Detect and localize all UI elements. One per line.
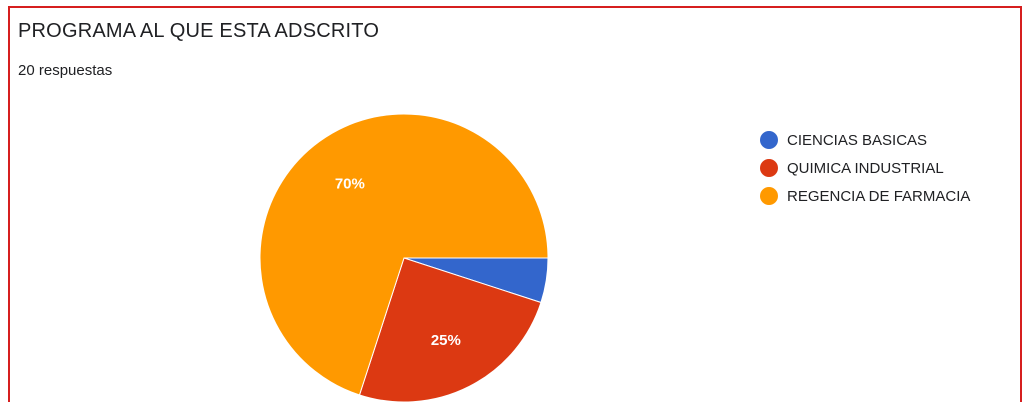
response-count: 20 respuestas [18, 62, 113, 79]
chart-title: PROGRAMA AL QUE ESTA ADSCRITO [18, 20, 380, 42]
legend-swatch [760, 131, 778, 149]
legend-item[interactable]: CIENCIAS BASICAS [760, 126, 970, 154]
legend-swatch [760, 187, 778, 205]
pie-data-label: 25% [431, 332, 461, 349]
pie-data-label: 70% [335, 175, 365, 192]
pie-slice-quimica-industrial[interactable] [358, 257, 542, 403]
chart-card-frame [8, 6, 1022, 402]
legend-label: QUIMICA INDUSTRIAL [787, 159, 944, 177]
legend-label: REGENCIA DE FARMACIA [787, 187, 971, 205]
legend-item[interactable]: REGENCIA DE FARMACIA [760, 182, 970, 210]
legend-label: CIENCIAS BASICAS [787, 131, 928, 149]
chart-legend: CIENCIAS BASICAS QUIMICA INDUSTRIAL REGENC… [760, 126, 970, 210]
pie-slice-regencia-de-farmacia[interactable] [259, 113, 549, 396]
legend-item[interactable]: QUIMICA INDUSTRIAL [760, 154, 970, 182]
legend-swatch [760, 159, 778, 177]
